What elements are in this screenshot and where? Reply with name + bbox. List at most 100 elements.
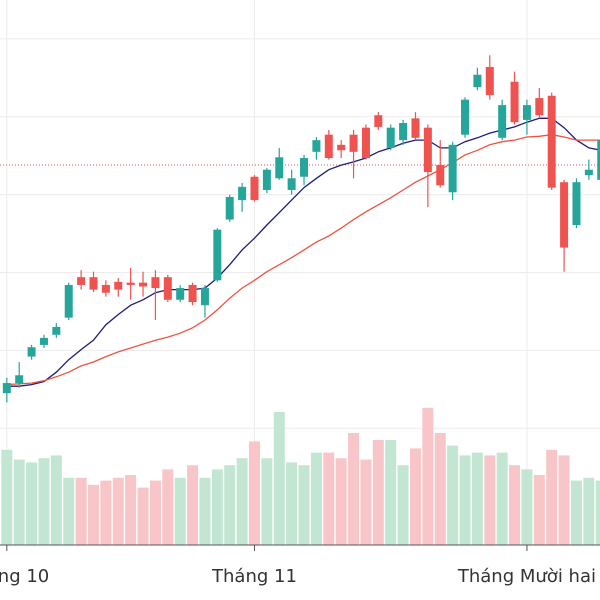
candle-body xyxy=(52,327,61,335)
volume-bar xyxy=(187,465,199,545)
volume-bar xyxy=(236,458,248,545)
volume-bar xyxy=(38,458,50,545)
candle-body xyxy=(485,66,494,95)
volume-bar xyxy=(137,487,149,545)
candle-body xyxy=(498,105,507,138)
candle-body xyxy=(101,284,110,293)
candle-body xyxy=(89,277,98,290)
volume-bar xyxy=(335,458,347,545)
volume-bar xyxy=(162,469,174,545)
candle-body xyxy=(225,196,234,220)
candle-body xyxy=(250,176,259,201)
x-tick-label: Tháng Mười hai xyxy=(457,566,596,587)
volume-bar xyxy=(509,465,521,545)
candle-body xyxy=(522,105,531,120)
candle-body xyxy=(2,383,11,394)
candle-body xyxy=(374,115,383,127)
volume-bar xyxy=(63,477,75,545)
volume-bar xyxy=(298,465,310,545)
candle-body xyxy=(300,158,309,177)
volume-bar xyxy=(112,477,124,545)
volume-bar xyxy=(471,452,483,545)
volume-bar xyxy=(174,477,186,545)
volume-bar xyxy=(13,459,25,545)
candle-body xyxy=(39,337,48,345)
candle-body xyxy=(535,98,544,116)
volume-bar xyxy=(558,455,570,545)
volume-bar xyxy=(87,484,99,545)
candle-body xyxy=(27,347,36,357)
volume-bar xyxy=(447,445,459,545)
volume-bar xyxy=(372,440,384,545)
volume-bar xyxy=(385,440,397,545)
candle-body xyxy=(584,169,593,176)
volume-bar xyxy=(546,449,558,545)
volume-bar xyxy=(286,462,298,545)
candle-body xyxy=(77,277,86,285)
volume-bar xyxy=(1,449,13,545)
volume-bar xyxy=(459,455,471,545)
candle-body xyxy=(262,169,271,190)
volume-bar xyxy=(348,433,360,545)
candle-body xyxy=(64,284,73,318)
volume-bar xyxy=(583,477,595,545)
candle-body xyxy=(560,182,569,248)
volume-bar xyxy=(248,441,260,545)
volume-bar xyxy=(496,452,508,545)
volume-bar xyxy=(570,480,582,545)
volume-bar xyxy=(261,458,273,545)
candle-body xyxy=(312,140,321,152)
volume-bar xyxy=(199,477,211,545)
candle-body xyxy=(572,182,581,226)
volume-bar xyxy=(360,459,372,545)
volume-bar xyxy=(533,475,545,545)
volume-bar xyxy=(273,412,285,545)
candle-body xyxy=(15,375,24,384)
candle-body xyxy=(361,127,370,159)
volume-bar xyxy=(397,465,409,545)
volume-bar xyxy=(125,475,137,545)
candle-body xyxy=(275,157,284,179)
volume-bar xyxy=(323,452,335,545)
candle-body xyxy=(151,277,160,289)
candle-body xyxy=(114,281,123,290)
candle-body xyxy=(188,284,197,303)
volume-bar xyxy=(434,433,446,545)
candle-body xyxy=(213,229,222,281)
candle-body xyxy=(287,178,296,190)
candle-body xyxy=(399,123,408,141)
candle-body xyxy=(386,127,395,148)
volume-bar xyxy=(50,455,62,545)
volume-bar xyxy=(484,455,496,545)
candle-body xyxy=(461,99,470,135)
volume-bar xyxy=(75,477,87,545)
candle-body xyxy=(510,81,519,123)
candle-body xyxy=(200,288,209,306)
volume-bar xyxy=(100,480,112,545)
volume-bar xyxy=(422,407,434,545)
volume-bar xyxy=(26,462,38,545)
candle-body xyxy=(436,165,445,186)
moving-average-line xyxy=(6,134,600,386)
candle-body xyxy=(337,144,346,151)
volume-bar xyxy=(149,480,161,545)
candle-body xyxy=(349,134,358,152)
x-tick-label: Tháng 10 xyxy=(0,566,49,587)
candle-body xyxy=(411,118,420,138)
candle-body xyxy=(423,127,432,173)
volume-bar xyxy=(224,465,236,545)
candle-body xyxy=(547,95,556,188)
volume-bar xyxy=(409,448,421,545)
candle-body xyxy=(473,74,482,88)
candle-body xyxy=(163,277,172,300)
candle-body xyxy=(597,140,600,180)
volume-bar xyxy=(595,480,600,545)
volume-bar xyxy=(310,452,322,545)
candle-body xyxy=(126,282,135,285)
candle-body xyxy=(139,282,148,287)
x-tick-label: Tháng 11 xyxy=(211,566,297,587)
candle-body xyxy=(176,288,185,300)
candle-body xyxy=(448,144,457,193)
volume-bar xyxy=(521,469,533,545)
